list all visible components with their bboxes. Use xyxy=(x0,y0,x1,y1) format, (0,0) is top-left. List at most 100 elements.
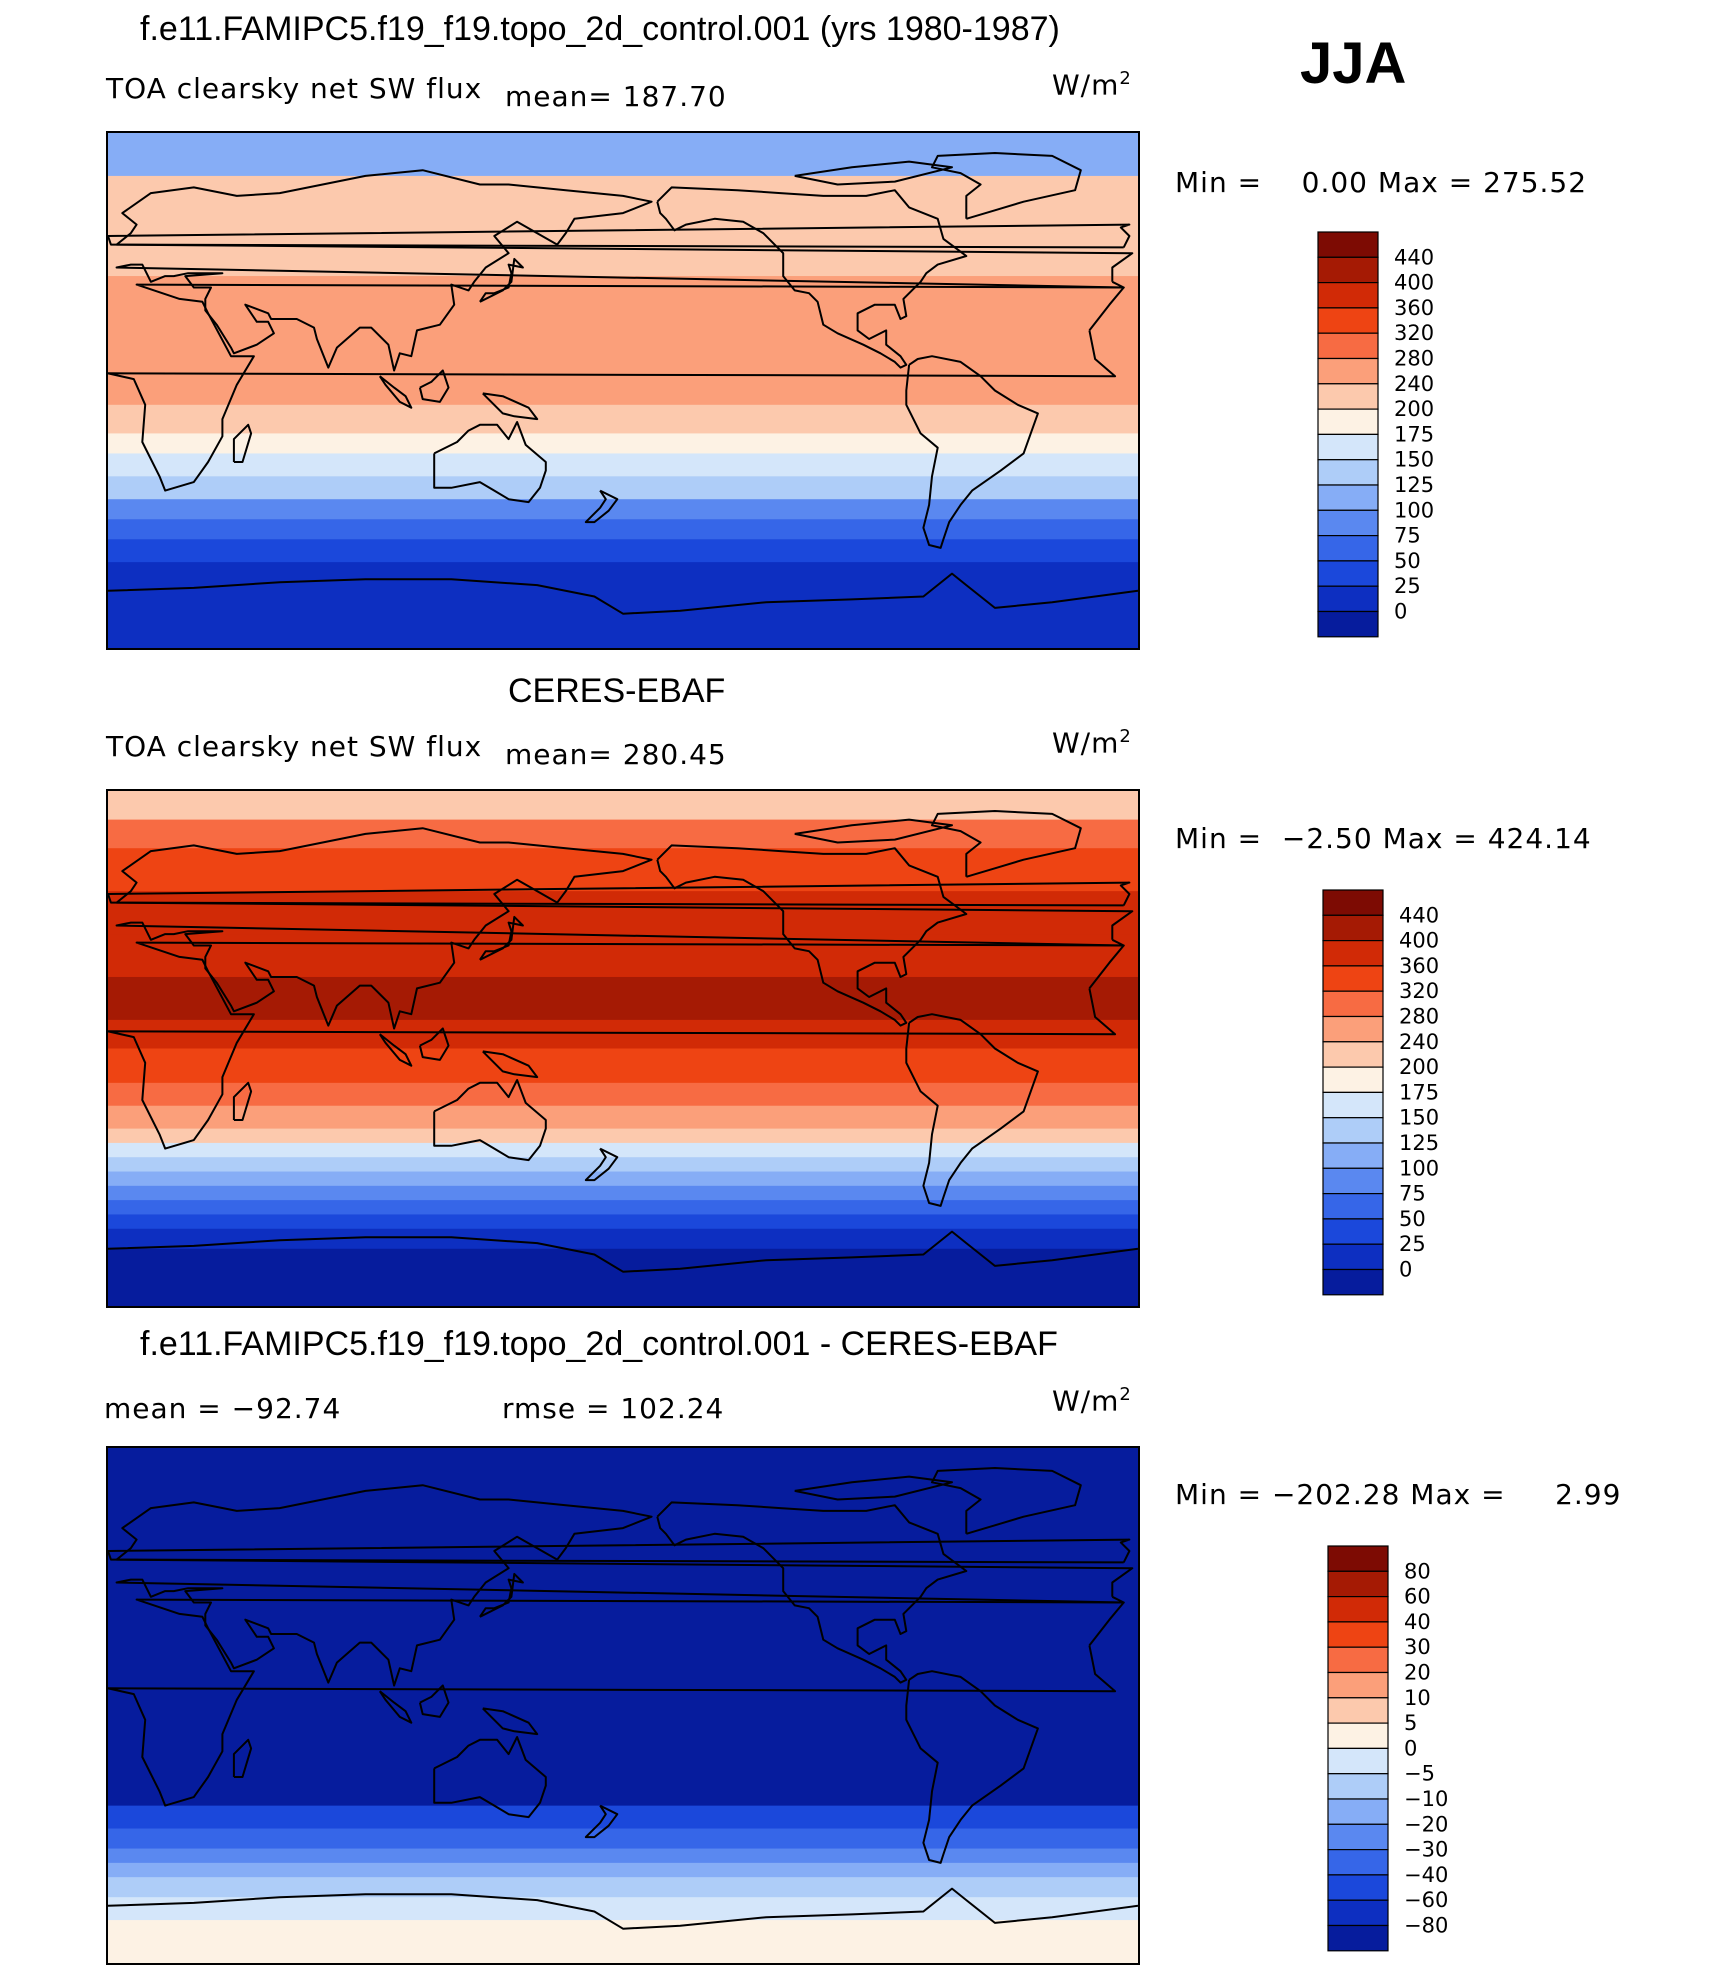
colorbar-tick-label: 5 xyxy=(1404,1711,1417,1735)
panel-3-minmax: Min = −202.28 Max = 2.99 xyxy=(1175,1478,1622,1511)
colorbar-segment-5 xyxy=(1322,990,1384,1018)
coast-south-america xyxy=(905,1670,1039,1864)
zonal-band-9 xyxy=(108,453,1138,477)
colorbar-segment-10 xyxy=(1322,1117,1384,1144)
colorbar-segment-16 xyxy=(1317,610,1379,638)
colorbar-segment-11 xyxy=(1317,484,1379,511)
coast-new-zealand xyxy=(584,489,619,524)
colorbar-segment-7 xyxy=(1327,1697,1389,1724)
colorbar-segment-8 xyxy=(1317,408,1379,436)
colorbar-tick-label: 400 xyxy=(1399,929,1439,953)
colorbar-segment-10 xyxy=(1327,1773,1389,1800)
colorbar-tick-label: 360 xyxy=(1394,296,1434,320)
coast-uk xyxy=(108,1538,1131,1564)
colorbar-segment-14 xyxy=(1322,1218,1384,1245)
coast-canadian-islands xyxy=(794,1475,953,1501)
season-label: JJA xyxy=(1300,31,1407,96)
coast-greenland xyxy=(931,152,1082,220)
colorbar-tick-label: 360 xyxy=(1399,954,1439,978)
coast-australia xyxy=(433,1079,547,1162)
panel-3-units: W/m2 xyxy=(1052,1384,1132,1418)
zonal-band-16 xyxy=(108,1200,1138,1215)
colorbar-tick-label: 320 xyxy=(1394,321,1434,345)
colorbar-tick-label: 25 xyxy=(1394,574,1421,598)
coast-greenland xyxy=(931,810,1082,878)
panel-1-units: W/m2 xyxy=(1052,68,1132,102)
colorbar-segment-14 xyxy=(1327,1874,1389,1901)
colorbar-segment-15 xyxy=(1317,585,1379,613)
coast-madagascar xyxy=(232,1738,253,1778)
colorbar-segment-15 xyxy=(1322,1243,1384,1271)
panel-1-variable: TOA clearsky net SW flux xyxy=(106,72,483,105)
colorbar-segment-14 xyxy=(1317,560,1379,587)
zonal-band-8 xyxy=(108,1048,1138,1084)
coast-eurasia xyxy=(115,827,1134,1030)
colorbar-tick-label: 280 xyxy=(1394,347,1434,371)
panel-1-minmax: Min = 0.00 Max = 275.52 xyxy=(1175,166,1588,199)
panel-1-map xyxy=(106,131,1140,650)
colorbar-tick-label: 10 xyxy=(1404,1686,1431,1710)
panel-2-minmax: Min = −2.50 Max = 424.14 xyxy=(1175,822,1592,855)
zonal-band-6 xyxy=(108,976,1138,1021)
coast-japan xyxy=(479,257,524,303)
colorbar-tick-label: 100 xyxy=(1399,1156,1439,1180)
colorbar-segment-12 xyxy=(1322,1167,1384,1195)
zonal-band-13 xyxy=(108,1157,1138,1173)
coast-madagascar xyxy=(232,423,253,463)
zonal-band-11 xyxy=(108,1128,1138,1144)
colorbar-tick-label: 240 xyxy=(1399,1030,1439,1054)
zonal-band-11 xyxy=(108,499,1138,520)
panel-2-units: W/m2 xyxy=(1052,726,1132,760)
zonal-band-12 xyxy=(108,1142,1138,1158)
panel-2-variable: TOA clearsky net SW flux xyxy=(106,730,483,763)
panel-3-colorbar: 80 60 40 30 20 10 5 0 −5 −10 −20 −30 −40 −60 −80 xyxy=(1327,1545,1488,1955)
colorbar-tick-label: 200 xyxy=(1394,397,1434,421)
zonal-band-1 xyxy=(108,791,1138,821)
coast-sumatra xyxy=(378,1033,413,1067)
zonal-band-14 xyxy=(108,562,1138,648)
panel-2-title: CERES-EBAF xyxy=(508,672,726,710)
coast-madagascar xyxy=(232,1081,253,1121)
colorbar-segment-3 xyxy=(1327,1595,1389,1623)
panel-2-colorbar: 440 400 360 320 280 240 200 175 150 125 100 75 50 25 0 xyxy=(1322,889,1483,1299)
colorbar-segment-7 xyxy=(1322,1041,1384,1068)
colorbar-tick-label: 75 xyxy=(1399,1182,1426,1206)
colorbar-segment-9 xyxy=(1327,1747,1389,1775)
colorbar-segment-13 xyxy=(1327,1849,1389,1876)
coast-borneo xyxy=(418,1027,450,1061)
zonal-band-4 xyxy=(108,1848,1138,1864)
colorbar-segment-2 xyxy=(1327,1570,1389,1598)
coast-south-america xyxy=(905,1013,1039,1207)
colorbar-tick-label: 80 xyxy=(1404,1559,1431,1583)
coast-new-guinea xyxy=(482,1050,539,1079)
colorbar-tick-label: −80 xyxy=(1404,1914,1448,1938)
coast-borneo xyxy=(418,1684,450,1718)
coast-africa xyxy=(108,283,1125,492)
coast-antarctica xyxy=(108,1887,1138,1930)
coast-japan xyxy=(479,915,524,961)
colorbar-segment-8 xyxy=(1327,1722,1389,1750)
colorbar-tick-label: 175 xyxy=(1399,1080,1439,1104)
colorbar-segment-4 xyxy=(1317,307,1379,334)
panel-2-mean: mean= 280.45 xyxy=(505,738,727,771)
colorbar-segment-13 xyxy=(1317,535,1379,562)
colorbar-segment-5 xyxy=(1327,1646,1389,1674)
zonal-band-19 xyxy=(108,1248,1138,1306)
zonal-band-9 xyxy=(108,1082,1138,1107)
coast-eurasia xyxy=(115,1484,1134,1687)
colorbar-tick-label: 20 xyxy=(1404,1661,1431,1685)
panel-3-title: f.e11.FAMIPC5.f19_f19.topo_2d_control.00… xyxy=(140,1325,1058,1363)
colorbar-tick-label: 40 xyxy=(1404,1610,1431,1634)
colorbar-segment-6 xyxy=(1317,357,1379,385)
colorbar-tick-label: 60 xyxy=(1404,1585,1431,1609)
coast-africa xyxy=(108,1598,1125,1807)
panel-3-rmse: rmse = 102.24 xyxy=(502,1392,725,1425)
colorbar-segment-3 xyxy=(1322,939,1384,967)
zonal-band-6 xyxy=(108,376,1138,406)
colorbar-segment-1 xyxy=(1327,1545,1389,1572)
colorbar-tick-label: 125 xyxy=(1394,473,1434,497)
coast-australia xyxy=(433,1736,547,1819)
colorbar-segment-9 xyxy=(1317,433,1379,461)
colorbar-tick-label: 200 xyxy=(1399,1055,1439,1079)
